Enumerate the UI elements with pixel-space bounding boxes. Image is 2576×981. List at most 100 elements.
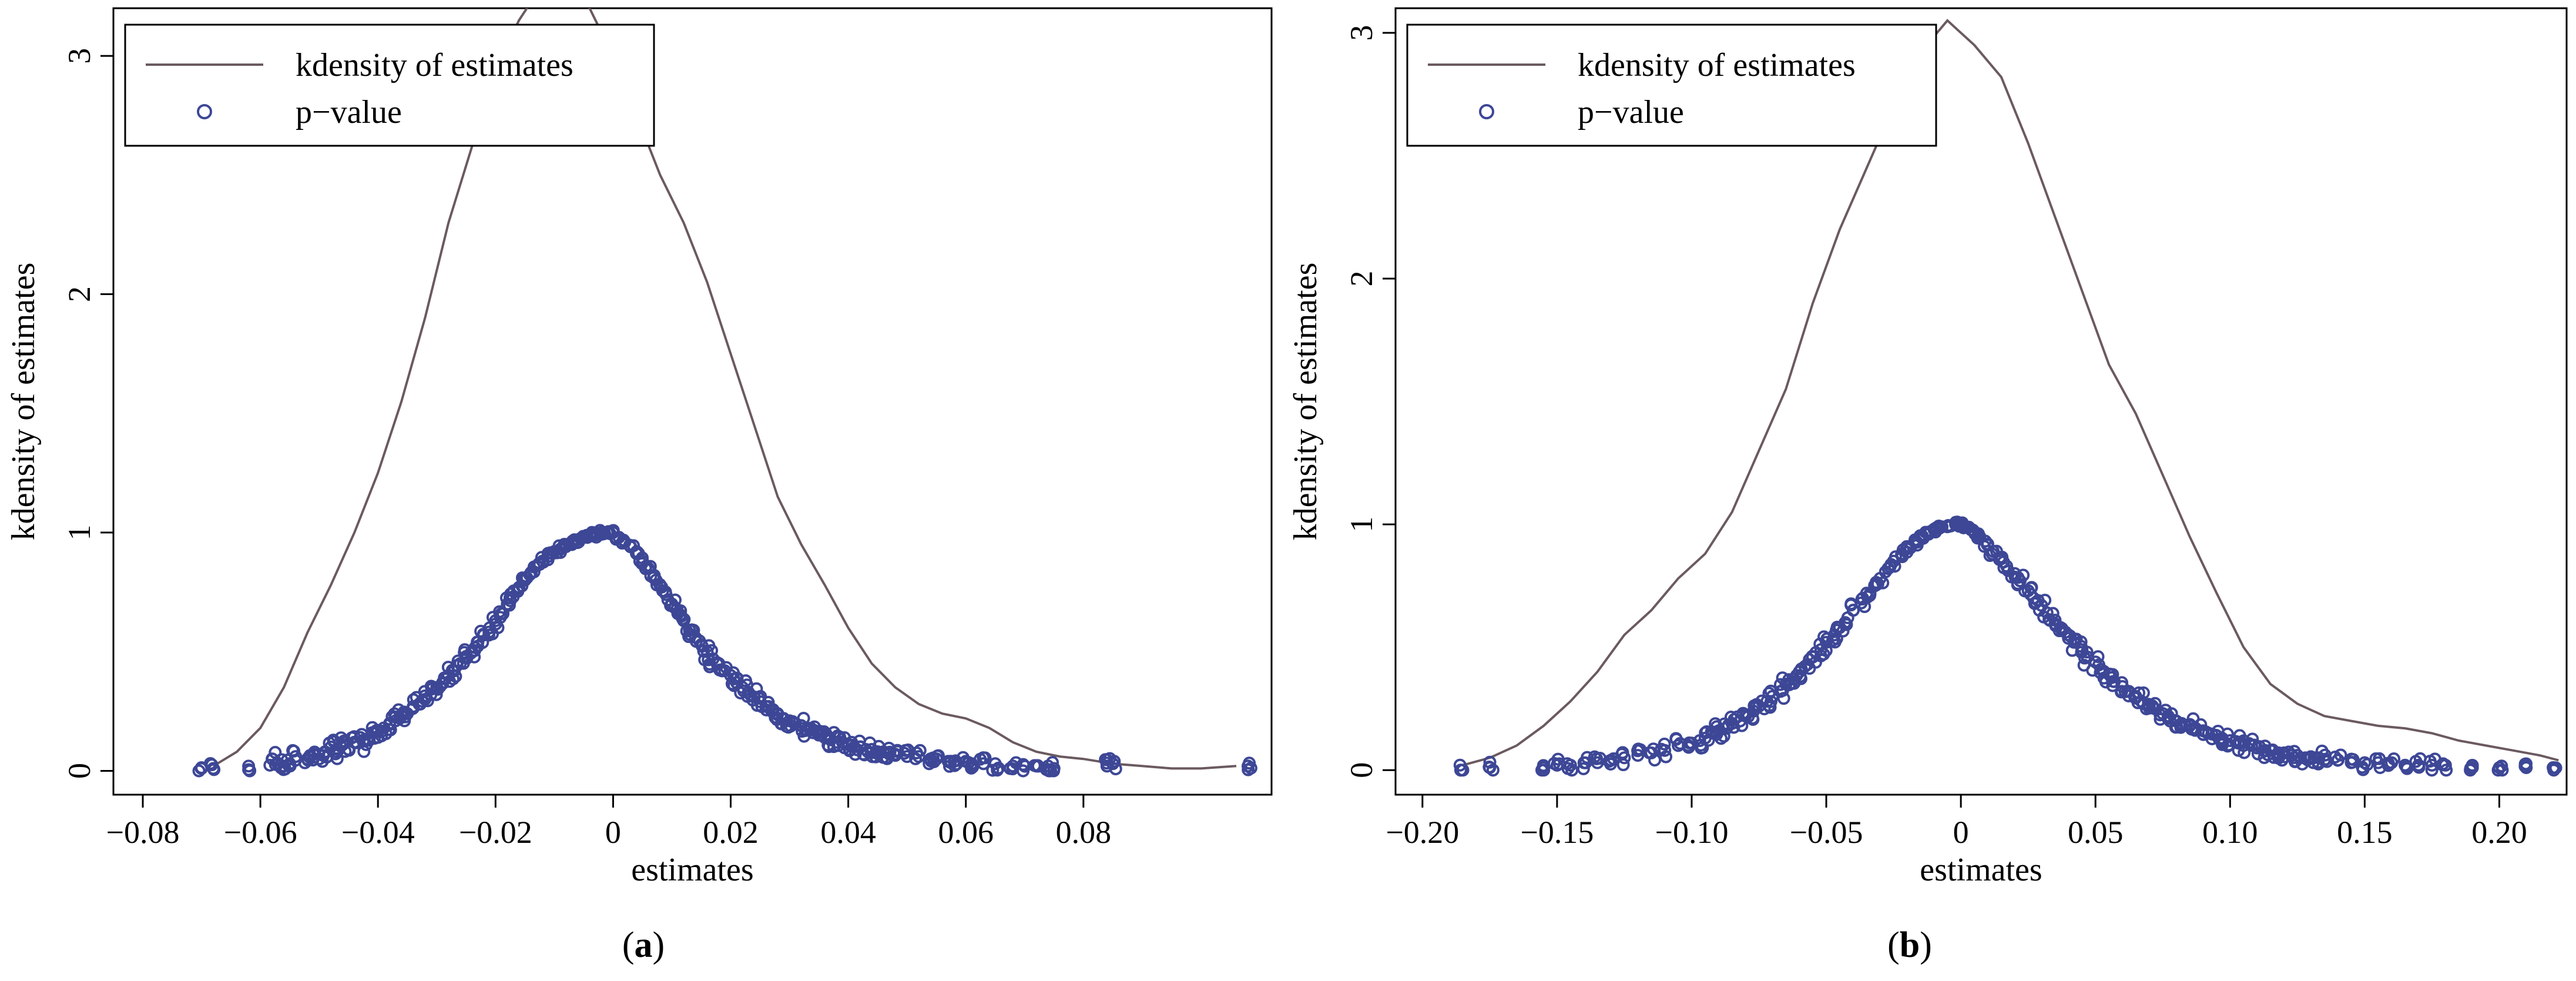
y-tick-label: 2 <box>62 286 97 302</box>
pvalue-point <box>2412 761 2426 774</box>
pvalue-point <box>644 569 658 582</box>
pvalue-point <box>1871 577 1884 591</box>
x-tick-label: −0.08 <box>106 815 180 850</box>
legend-box <box>124 24 655 147</box>
pvalue-point <box>1017 764 1030 778</box>
pvalue-point <box>383 723 396 736</box>
y-tick-label: 0 <box>62 763 97 779</box>
x-tick-label: 0 <box>1953 815 1969 850</box>
x-tick-label: −0.02 <box>459 815 532 850</box>
x-tick-label: −0.05 <box>1790 815 1863 850</box>
pvalue-point <box>1616 746 1629 759</box>
pvalue-point <box>1590 752 1604 765</box>
plot-area <box>192 8 1257 778</box>
x-tick-label: −0.20 <box>1386 815 1459 850</box>
pvalue-point <box>2518 757 2532 771</box>
pvalue-point <box>1805 649 1819 663</box>
pvalue-point <box>482 628 496 642</box>
x-tick-label: 0.08 <box>1056 815 1112 850</box>
x-tick-label: 0.06 <box>938 815 994 850</box>
pvalue-point <box>705 644 719 657</box>
pvalue-point <box>1997 555 2010 569</box>
pvalue-point <box>2369 752 2383 765</box>
pvalue-point <box>797 712 810 725</box>
y-tick-label: 2 <box>1344 270 1379 286</box>
pvalue-point <box>623 538 636 552</box>
x-tick-label: 0 <box>605 815 621 850</box>
pvalue-point <box>1547 756 1561 770</box>
pvalue-point <box>1577 762 1590 775</box>
pvalue-point <box>1971 531 1984 545</box>
pvalue-point <box>243 764 257 778</box>
pvalue-point <box>1648 754 1662 767</box>
pvalue-point <box>1847 604 1860 617</box>
x-tick-label: 0.10 <box>2202 815 2258 850</box>
pvalue-point <box>1840 618 1853 631</box>
pvalue-point <box>1819 644 1833 657</box>
pvalue-point <box>471 635 484 649</box>
pvalue-point <box>931 749 945 762</box>
pvalue-point <box>192 764 206 778</box>
pvalue-point <box>2382 759 2395 772</box>
pvalue-point <box>2346 753 2360 766</box>
legend-marker-swatch <box>197 104 212 119</box>
panel-label-open: ( <box>622 925 635 965</box>
panel-label: (a) <box>622 925 665 965</box>
pvalue-point <box>965 758 978 772</box>
pvalue-point <box>2425 764 2439 777</box>
pvalue-point <box>1588 750 1601 764</box>
pvalue-point <box>2221 727 2234 741</box>
x-axis-title: estimates <box>1920 852 2042 888</box>
pvalue-point <box>1794 672 1807 685</box>
pvalue-point <box>2332 754 2345 767</box>
pvalue-point <box>1103 752 1116 765</box>
y-tick-label: 3 <box>62 48 97 64</box>
pvalue-point <box>447 672 460 685</box>
pvalue-point <box>1454 764 1467 777</box>
pvalue-point <box>762 699 776 713</box>
x-tick-label: −0.10 <box>1655 815 1728 850</box>
pvalue-point <box>2132 686 2146 699</box>
pvalue-point <box>263 758 277 772</box>
pvalue-point <box>727 679 741 692</box>
y-tick-label: 0 <box>1344 762 1379 778</box>
kdensity-line <box>1462 19 2559 766</box>
legend: kdensity of estimates p−value <box>1406 24 1937 147</box>
pvalue-point <box>2068 632 2082 646</box>
pvalue-point <box>375 729 388 743</box>
pvalue-point <box>1046 756 1059 769</box>
pvalue-point <box>2491 764 2505 777</box>
pvalue-point <box>1655 742 1668 756</box>
pvalue-point <box>1863 589 1877 602</box>
pvalue-point <box>1836 624 1850 638</box>
pvalue-point <box>1047 764 1061 778</box>
pvalue-point <box>1669 732 1683 746</box>
panel-label-letter: b <box>1900 925 1920 965</box>
pvalue-point <box>909 752 923 765</box>
pvalue-point <box>2038 594 2052 607</box>
pvalue-point <box>2547 764 2561 777</box>
pvalue-point <box>2106 668 2119 681</box>
pvalue-point <box>2233 735 2247 749</box>
pvalue-point <box>2440 764 2453 777</box>
plot-frame <box>1394 7 2568 796</box>
pvalue-point <box>1888 560 1901 573</box>
legend-box <box>1406 24 1937 147</box>
pvalue-point <box>205 758 219 772</box>
chart-panel-a: −0.08 −0.06 −0.04 −0.02 0 0.02 0.04 0.06 0.08 0 1 2… <box>5 7 1273 965</box>
pvalue-point <box>1777 692 1790 705</box>
legend-label-kdensity: kdensity of estimates <box>1578 47 1856 83</box>
y-tick-label: 1 <box>1344 517 1379 533</box>
pvalue-point <box>2099 675 2112 689</box>
pvalue-point <box>659 585 672 599</box>
legend-marker-swatch <box>1479 104 1494 119</box>
x-axis-title: estimates <box>631 852 753 888</box>
pvalue-point <box>2091 650 2105 664</box>
pvalue-point <box>1579 756 1592 769</box>
pvalue-point <box>1482 761 1496 774</box>
x-tick-label: 0.05 <box>2068 815 2124 850</box>
pvalue-point <box>1717 729 1730 743</box>
kdensity-line <box>213 8 1237 770</box>
pvalue-point <box>2148 697 2162 710</box>
pvalue-point <box>910 746 923 760</box>
